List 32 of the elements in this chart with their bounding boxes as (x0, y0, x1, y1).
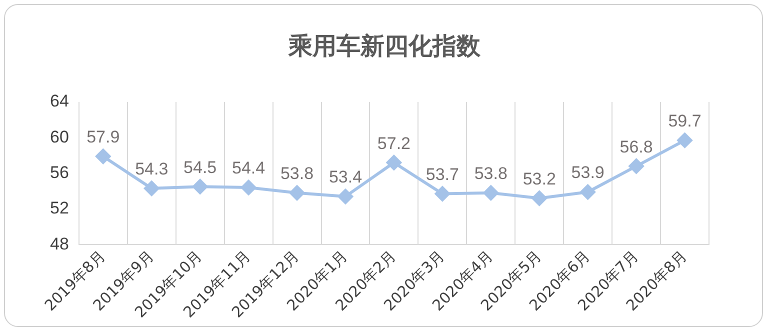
point (483, 185, 498, 200)
data-label: 53.8 (474, 164, 508, 184)
point (677, 132, 692, 148)
point (338, 188, 353, 204)
data-label: 54.5 (184, 158, 217, 177)
point (386, 155, 402, 170)
data-label: 54.3 (135, 160, 168, 179)
point (241, 180, 256, 196)
point (192, 179, 208, 194)
point (434, 186, 450, 202)
point (532, 190, 547, 206)
data-label: 54.4 (232, 158, 266, 178)
data-label: 53.9 (571, 163, 604, 182)
data-label: 53.8 (280, 164, 314, 184)
point (290, 185, 305, 200)
chart-title: 乘用车新四化指数 (287, 31, 482, 62)
y-tick-label: 48 (50, 234, 69, 254)
point (628, 158, 644, 174)
data-label: 57.9 (86, 128, 120, 147)
data-label: 53.2 (522, 169, 556, 188)
y-tick-label: 52 (50, 198, 69, 218)
y-tick-label: 56 (50, 162, 69, 182)
data-label: 53.4 (328, 168, 362, 187)
point (144, 180, 160, 196)
y-tick-label: 64 (50, 92, 69, 111)
point (96, 148, 111, 164)
point (580, 184, 596, 200)
y-tick-label: 60 (50, 127, 69, 146)
data-label: 56.8 (620, 137, 653, 156)
data-label: 59.7 (668, 112, 702, 131)
data-label: 57.2 (377, 134, 410, 153)
data-label: 53.7 (426, 164, 459, 184)
